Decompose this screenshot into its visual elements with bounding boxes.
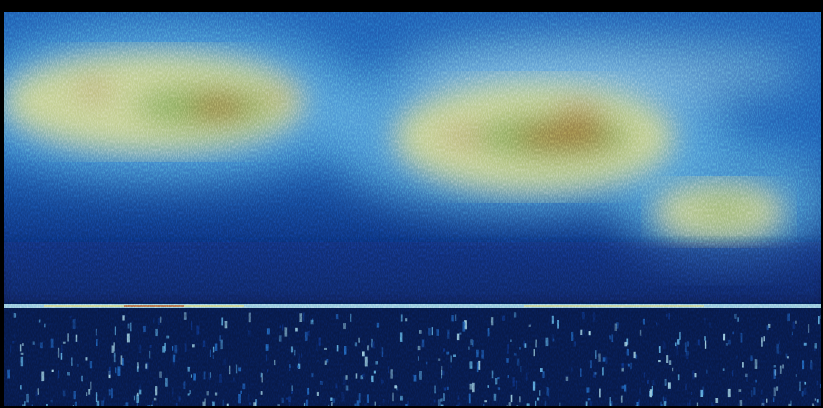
- scan-graphic: [4, 12, 821, 406]
- grain-overlay: [4, 12, 821, 406]
- false-color-scan: [4, 12, 821, 406]
